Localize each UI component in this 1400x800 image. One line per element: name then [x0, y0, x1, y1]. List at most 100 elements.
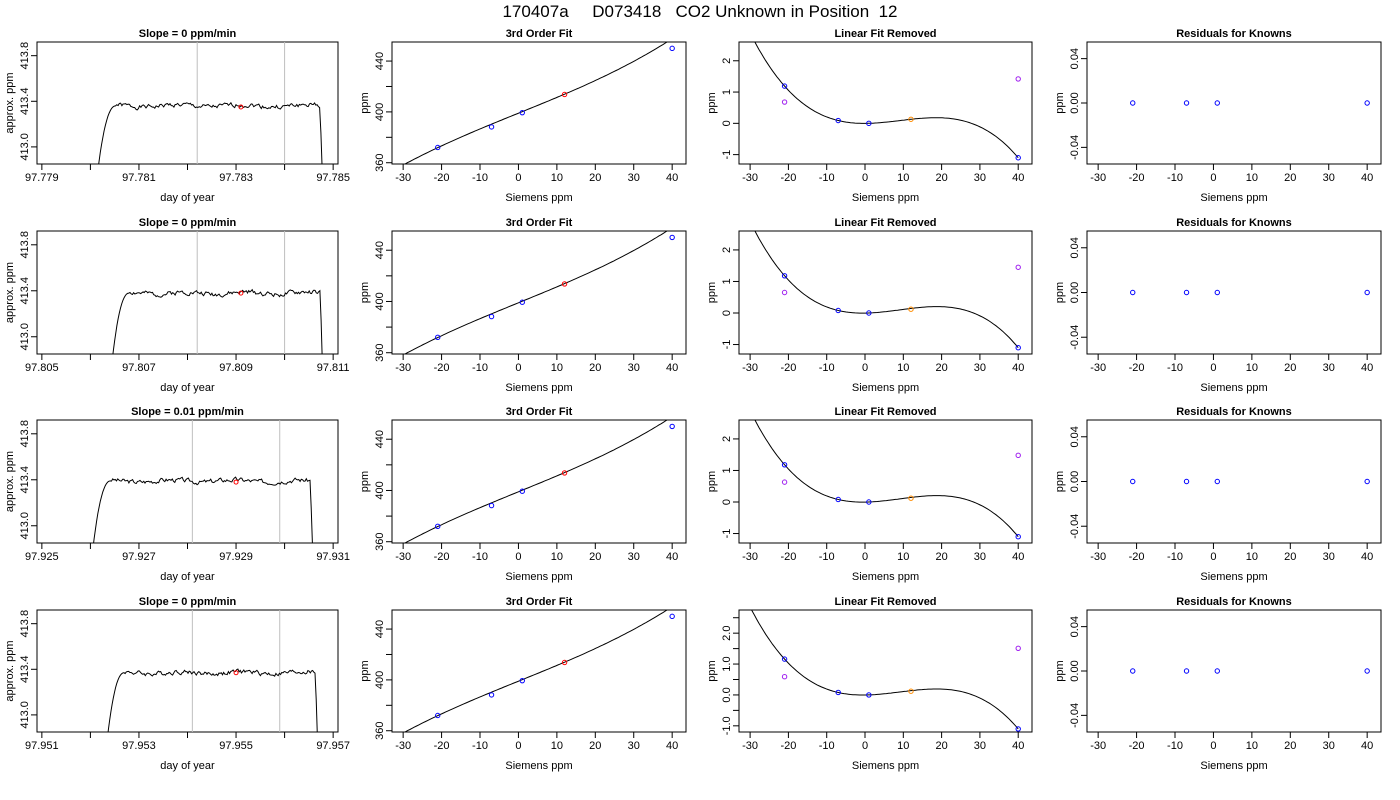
x-axis-label: Siemens ppm [852, 760, 919, 772]
y-tick-label: 0 [721, 120, 733, 126]
x-tick-label: 20 [1284, 551, 1296, 563]
x-tick-label: 0 [862, 740, 868, 752]
x-axis-label: Siemens ppm [852, 382, 919, 394]
fit-curve [751, 610, 1019, 730]
x-tick-label: 10 [551, 172, 563, 184]
y-tick-label: 0.04 [1069, 616, 1081, 637]
data-point [488, 502, 495, 509]
x-tick-label: -30 [1090, 740, 1106, 752]
y-axis-label: ppm [359, 92, 371, 113]
x-tick-label: 10 [897, 551, 909, 563]
plot-area [754, 420, 1021, 540]
x-tick-label: -30 [1090, 551, 1106, 563]
y-tick-label: 2 [721, 247, 733, 253]
data-point [1015, 76, 1021, 82]
x-tick-label: -30 [742, 551, 758, 563]
data-point [1015, 533, 1021, 540]
data-point [669, 423, 675, 430]
data-point [835, 117, 841, 124]
x-tick-label: 40 [666, 740, 678, 752]
x-tick-label: 0 [1210, 551, 1216, 563]
plot-frame [391, 230, 687, 355]
panel-title: Slope = 0 ppm/min [139, 596, 237, 608]
x-axis-label: day of year [160, 760, 215, 772]
plot-frame [738, 609, 1033, 733]
panel-title: 3rd Order Fit [506, 28, 573, 40]
analyzer-trace [112, 288, 323, 354]
data-point [1183, 478, 1190, 485]
plot-area [1130, 289, 1370, 296]
y-tick-label: 1 [721, 278, 733, 284]
fit-curve [754, 42, 1019, 159]
y-tick-label: 360 [374, 344, 386, 362]
x-tick-label: -20 [434, 551, 450, 563]
x-tick-label: -20 [780, 551, 796, 563]
data-point [1015, 452, 1021, 459]
x-tick-label: 40 [1012, 551, 1024, 563]
fit-curve [404, 231, 669, 354]
panel-title: Slope = 0.01 ppm/min [131, 406, 244, 418]
plot-frame [36, 230, 339, 355]
data-point [866, 692, 872, 698]
x-tick-label: 10 [897, 172, 909, 184]
x-tick-label: 40 [1012, 172, 1024, 184]
y-tick-label: 413.8 [19, 610, 31, 638]
panel-title: Linear Fit Removed [834, 406, 936, 418]
data-point [781, 99, 788, 105]
data-point [669, 45, 675, 52]
x-axis-label: Siemens ppm [1200, 382, 1267, 394]
data-point [835, 496, 841, 503]
y-tick-label: 0 [721, 499, 733, 505]
data-point [435, 712, 441, 719]
unknown-mean-marker [233, 670, 239, 676]
y-axis-label: approx. ppm [4, 640, 16, 701]
unknown-mean-marker [238, 290, 244, 296]
y-tick-label: 0.00 [1069, 92, 1081, 113]
data-point [435, 144, 441, 151]
x-tick-label: -10 [1167, 362, 1183, 374]
x-tick-label: 97.805 [25, 362, 59, 374]
plot-area [98, 42, 323, 164]
x-tick-label: 20 [935, 172, 947, 184]
panel-title: Residuals for Knowns [1176, 28, 1292, 40]
y-tick-label: 413.4 [19, 277, 31, 305]
plot-frame [391, 419, 687, 544]
y-axis-label: approx. ppm [4, 262, 16, 323]
x-tick-label: 10 [897, 362, 909, 374]
y-tick-label: 360 [374, 154, 386, 172]
x-tick-label: 10 [551, 551, 563, 563]
x-tick-label: -10 [472, 740, 488, 752]
y-tick-label: 0.04 [1069, 48, 1081, 69]
data-point [1364, 289, 1370, 296]
panel-title: Residuals for Knowns [1176, 217, 1292, 229]
y-tick-label: 0.00 [1069, 471, 1081, 492]
x-tick-label: 0 [862, 551, 868, 563]
x-tick-label: 30 [1323, 740, 1335, 752]
y-tick-label: 360 [374, 533, 386, 551]
x-tick-label: 30 [628, 740, 640, 752]
plot-frame [738, 419, 1033, 544]
panel-trace-row3: Slope = 0.01 ppm/min day of year approx. p… [4, 406, 350, 583]
x-tick-label: 97.783 [219, 172, 253, 184]
x-axis-label: day of year [160, 192, 215, 204]
y-axis-label: ppm [359, 282, 371, 303]
x-tick-label: 30 [974, 362, 986, 374]
unknown-mean-marker [238, 104, 244, 110]
data-point [781, 289, 788, 296]
x-tick-label: 30 [628, 551, 640, 563]
data-point [866, 499, 872, 505]
y-tick-label: 1 [721, 89, 733, 95]
data-point [561, 470, 568, 476]
data-point [781, 83, 788, 89]
y-tick-label: 413.4 [19, 466, 31, 494]
x-tick-label: 40 [1012, 362, 1024, 374]
plot-area [404, 420, 675, 543]
plot-frame [1086, 230, 1382, 355]
fit-curve [403, 42, 669, 164]
data-point [669, 234, 675, 241]
fit-curve [754, 420, 1019, 538]
data-point [781, 273, 788, 279]
data-point [1015, 726, 1021, 732]
x-tick-label: 20 [589, 172, 601, 184]
x-tick-label: -30 [742, 172, 758, 184]
